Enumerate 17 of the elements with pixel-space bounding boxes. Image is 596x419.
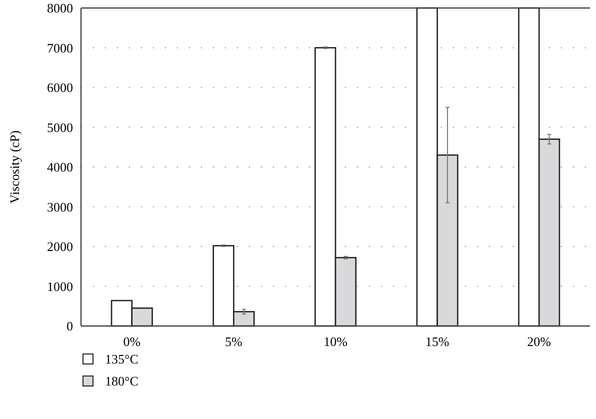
x-tick-label: 10% bbox=[324, 334, 348, 349]
x-tick-label: 20% bbox=[527, 334, 552, 349]
y-tick-label: 8000 bbox=[47, 0, 73, 16]
legend-label: 135°C bbox=[105, 352, 138, 367]
y-tick-label: 3000 bbox=[47, 199, 73, 214]
y-tick-label: 4000 bbox=[47, 160, 73, 175]
y-tick-label: 7000 bbox=[47, 40, 73, 56]
y-tick-label: 2000 bbox=[47, 239, 73, 254]
y-tick-label: 5000 bbox=[47, 120, 73, 135]
y-tick-label: 1000 bbox=[47, 278, 73, 294]
x-tick-label: 5% bbox=[225, 334, 243, 349]
legend-label: 180°C bbox=[105, 374, 138, 389]
x-tick-label: 15% bbox=[425, 334, 450, 349]
y-axis-title: Viscosity (cP) bbox=[7, 130, 22, 204]
y-tick-label: 0 bbox=[66, 318, 73, 334]
y-tick-label: 6000 bbox=[47, 80, 73, 96]
x-tick-label: 0% bbox=[123, 334, 141, 349]
